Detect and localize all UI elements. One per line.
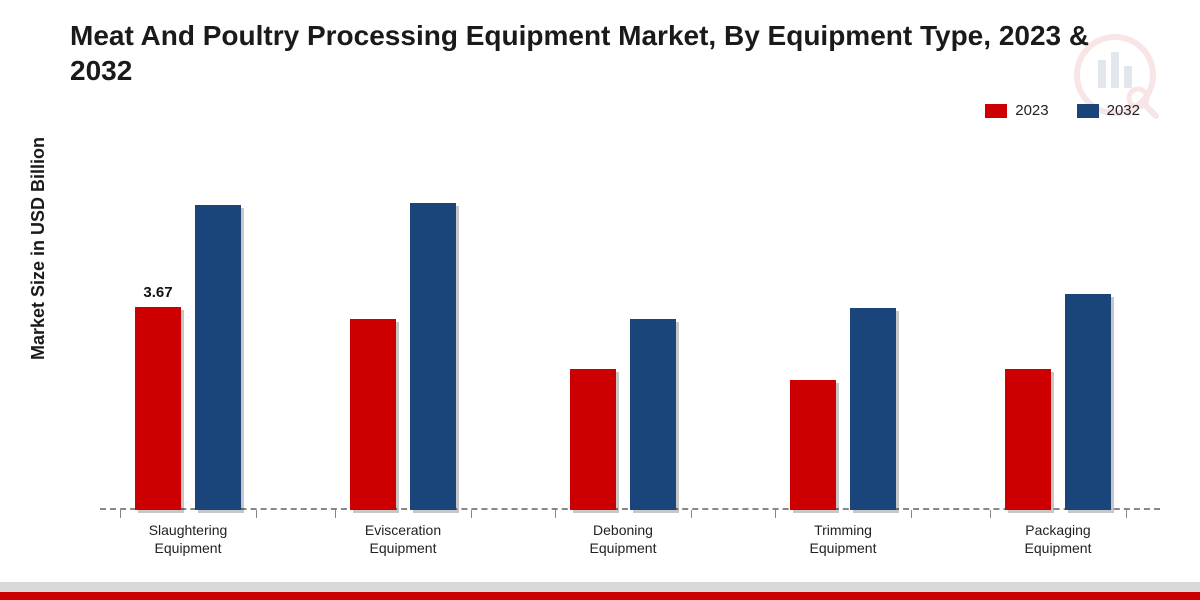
legend-label: 2032: [1107, 102, 1140, 119]
y-axis-label: Market Size in USD Billion: [28, 137, 49, 360]
axis-tick: [911, 510, 912, 518]
legend: 2023 2032: [985, 102, 1140, 119]
legend-swatch-2032: [1077, 104, 1099, 118]
footer-gray-bar: [0, 582, 1200, 592]
chart-plot-area: 3.67Slaughtering EquipmentEvisceration E…: [100, 150, 1160, 510]
axis-tick: [555, 510, 556, 518]
bar-group: Trimming Equipment: [775, 150, 955, 510]
category-label: Evisceration Equipment: [333, 522, 473, 557]
bar-2032: [630, 319, 676, 510]
bar-2023: [1005, 369, 1051, 510]
axis-tick: [256, 510, 257, 518]
axis-tick: [990, 510, 991, 518]
chart-title: Meat And Poultry Processing Equipment Ma…: [70, 18, 1130, 88]
bar-2023: [350, 319, 396, 510]
bar-2032: [410, 203, 456, 510]
axis-tick: [1126, 510, 1127, 518]
bar-group: 3.67Slaughtering Equipment: [120, 150, 300, 510]
axis-tick: [335, 510, 336, 518]
axis-tick: [691, 510, 692, 518]
bar-value-label: 3.67: [143, 284, 172, 301]
bar-2032: [1065, 294, 1111, 510]
category-label: Trimming Equipment: [773, 522, 913, 557]
bar-group: Packaging Equipment: [990, 150, 1170, 510]
category-label: Slaughtering Equipment: [118, 522, 258, 557]
bar-2032: [195, 205, 241, 510]
footer-red-bar: [0, 592, 1200, 600]
bar-group: Evisceration Equipment: [335, 150, 515, 510]
legend-item-2032: 2032: [1077, 102, 1140, 119]
bar-2032: [850, 308, 896, 510]
bar-group: Deboning Equipment: [555, 150, 735, 510]
bar-2023: [790, 380, 836, 510]
axis-tick: [775, 510, 776, 518]
bar-2023: [570, 369, 616, 510]
axis-tick: [471, 510, 472, 518]
category-label: Packaging Equipment: [988, 522, 1128, 557]
legend-swatch-2023: [985, 104, 1007, 118]
axis-tick: [120, 510, 121, 518]
bar-2023: 3.67: [135, 307, 181, 510]
category-label: Deboning Equipment: [553, 522, 693, 557]
legend-item-2023: 2023: [985, 102, 1048, 119]
legend-label: 2023: [1015, 102, 1048, 119]
